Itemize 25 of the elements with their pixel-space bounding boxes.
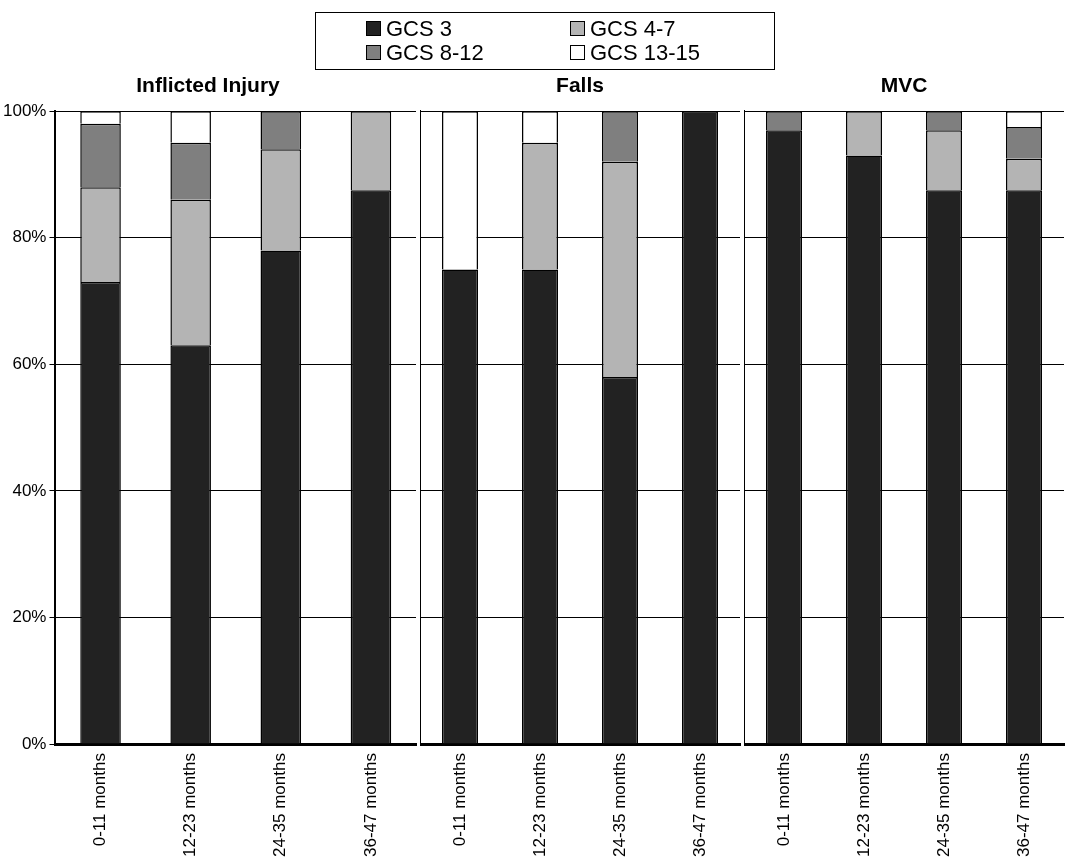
y-tick-label: 0%	[21, 733, 47, 753]
y-tick-label: 60%	[12, 354, 47, 374]
x-tick-label: 12-23 months	[180, 753, 200, 857]
chart-title: MVC	[880, 73, 928, 97]
y-tick-label: 40%	[12, 480, 47, 500]
legend-label: GCS 13-15	[589, 40, 702, 65]
x-tick-label: 12-23 months	[853, 753, 873, 857]
legend-label: GCS 8-12	[385, 40, 485, 65]
chart-title: Falls	[556, 73, 604, 97]
x-tick-label: 36-47 months	[689, 753, 709, 857]
legend-label: GCS 3	[385, 16, 454, 41]
x-tick-label: 36-47 months	[1013, 753, 1033, 857]
chart-title: Inflicted Injury	[136, 73, 281, 97]
x-tick-label: 0-11 months	[449, 753, 469, 847]
x-tick-label: 24-35 months	[270, 753, 290, 857]
x-tick-label: 12-23 months	[529, 753, 549, 857]
x-tick-label: 24-35 months	[609, 753, 629, 857]
y-tick-label: 100%	[3, 100, 47, 120]
x-tick-label: 0-11 months	[773, 753, 793, 847]
x-tick-label: 36-47 months	[360, 753, 380, 857]
y-tick-label: 80%	[12, 227, 47, 247]
legend-label: GCS 4-7	[589, 16, 677, 41]
x-tick-label: 24-35 months	[933, 753, 953, 857]
y-tick-label: 20%	[12, 607, 47, 627]
x-tick-label: 0-11 months	[90, 753, 110, 847]
